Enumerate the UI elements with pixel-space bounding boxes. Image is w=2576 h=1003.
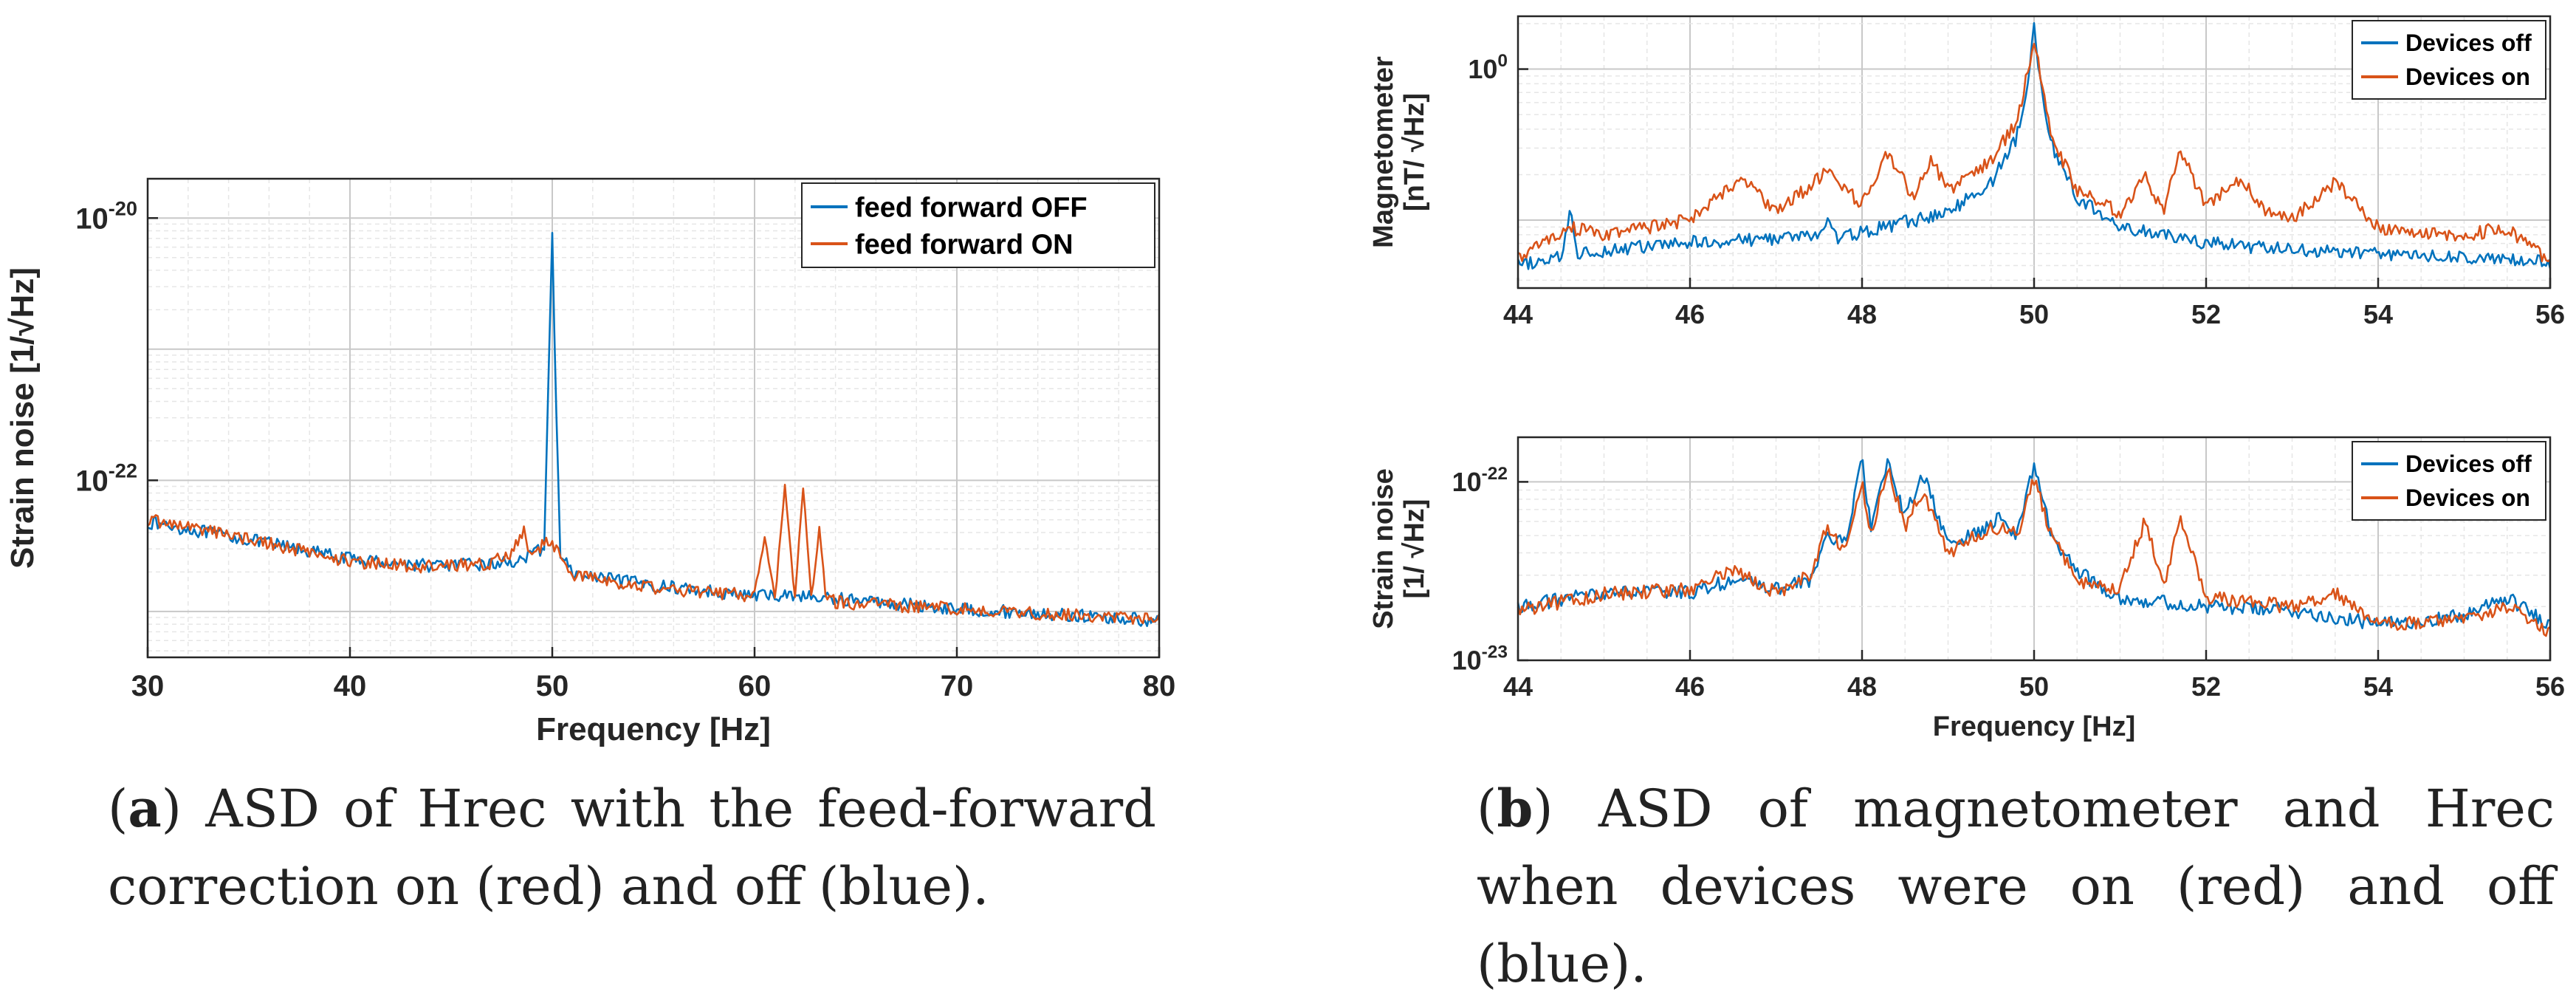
y-tick-label: 10-22 bbox=[1452, 464, 1508, 497]
legend-label: Devices on bbox=[2405, 485, 2530, 511]
x-tick-label: 52 bbox=[2191, 671, 2221, 702]
x-tick-label: 46 bbox=[1675, 299, 1705, 329]
caption-b-text: ASD of magnetometer and Hrec when device… bbox=[1477, 778, 2555, 994]
y-axis-unit: [nT/ √Hz] bbox=[1399, 93, 1430, 211]
chart-a: 30 40 50 60 70 80 10-22 10-20 Frequency [Hz] Stra… bbox=[4, 177, 1176, 747]
legend-label: Devices off bbox=[2405, 30, 2532, 56]
series-line-blue bbox=[1517, 22, 2552, 270]
x-tick-label: 30 bbox=[131, 670, 165, 702]
caption-b-label: b bbox=[1497, 778, 1533, 839]
caption-a-text: ASD of Hrec with the feed-forward correc… bbox=[108, 778, 1156, 917]
y-tick-label: 10-22 bbox=[75, 459, 137, 497]
legend-box bbox=[2352, 441, 2546, 521]
x-tick-label: 52 bbox=[2191, 299, 2221, 329]
x-tick-label: 46 bbox=[1675, 671, 1705, 702]
legend-label: feed forward OFF bbox=[855, 192, 1088, 223]
legend-box bbox=[2352, 20, 2546, 100]
x-tick-label: 50 bbox=[2019, 299, 2049, 329]
x-tick-label: 70 bbox=[941, 670, 974, 702]
y-tick-label: 100 bbox=[1468, 51, 1508, 84]
x-tick-label: 80 bbox=[1143, 670, 1176, 702]
axes-box bbox=[146, 177, 1161, 659]
caption-b: (b) ASD of magnetometer and Hrec when de… bbox=[1477, 778, 2555, 994]
x-tick-label: 54 bbox=[2363, 671, 2393, 702]
x-tick-label: 56 bbox=[2535, 671, 2565, 702]
x-tick-label: 44 bbox=[1503, 299, 1533, 329]
x-tick-label: 60 bbox=[738, 670, 772, 702]
y-axis-unit: [1/ √Hz] bbox=[1399, 499, 1430, 599]
x-tick-label: 48 bbox=[1847, 671, 1877, 702]
legend: Devices off Devices on bbox=[2352, 20, 2546, 100]
chart-b1: 44 46 48 50 52 54 56 100 Magnetometer [nT/ √Hz] De… bbox=[1368, 15, 2565, 329]
legend-label: Devices off bbox=[2405, 451, 2532, 477]
legend: feed forward OFF feed forward ON bbox=[801, 182, 1155, 268]
legend-box bbox=[801, 182, 1155, 268]
series-line-red bbox=[1517, 468, 2551, 637]
series-line-red bbox=[147, 484, 1161, 625]
legend-label: Devices on bbox=[2405, 64, 2530, 90]
figure-canvas: 30 40 50 60 70 80 10-22 10-20 Frequency [Hz] Stra… bbox=[4, 15, 2565, 747]
x-tick-label: 40 bbox=[334, 670, 367, 702]
caption-a: (a) ASD of Hrec with the feed-forward co… bbox=[108, 778, 1156, 917]
y-axis-label: Strain noise bbox=[1368, 468, 1399, 629]
legend: Devices off Devices on bbox=[2352, 441, 2546, 521]
x-tick-label: 54 bbox=[2363, 299, 2393, 329]
y-axis-label: Magnetometer bbox=[1368, 56, 1399, 248]
x-tick-label: 50 bbox=[2019, 671, 2049, 702]
x-tick-label: 44 bbox=[1503, 671, 1533, 702]
series-line-blue bbox=[1517, 458, 2551, 629]
x-tick-label: 56 bbox=[2535, 299, 2565, 329]
series-line-red bbox=[1517, 42, 2551, 263]
y-tick-label: 10-20 bbox=[75, 196, 137, 235]
y-tick-label: 10-23 bbox=[1452, 642, 1508, 675]
caption-a-label: a bbox=[128, 778, 162, 839]
y-axis-label: Strain noise [1/√Hz] bbox=[4, 267, 41, 569]
chart-b2: 44 46 48 50 52 54 56 10-23 10-22 Frequency [Hz] St… bbox=[1368, 436, 2565, 742]
x-tick-label: 48 bbox=[1847, 299, 1877, 329]
x-tick-label: 50 bbox=[536, 670, 569, 702]
legend-label: feed forward ON bbox=[855, 229, 1074, 260]
x-axis-label: Frequency [Hz] bbox=[1933, 711, 2135, 742]
x-axis-label: Frequency [Hz] bbox=[536, 711, 771, 747]
